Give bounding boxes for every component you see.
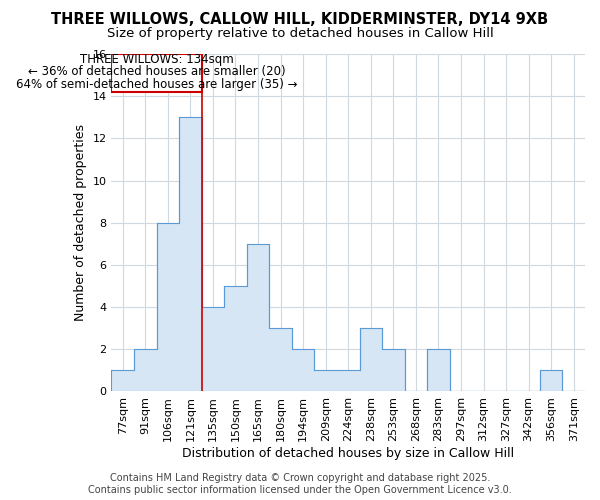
Y-axis label: Number of detached properties: Number of detached properties (74, 124, 87, 321)
Text: Contains HM Land Registry data © Crown copyright and database right 2025.
Contai: Contains HM Land Registry data © Crown c… (88, 474, 512, 495)
Text: 64% of semi-detached houses are larger (35) →: 64% of semi-detached houses are larger (… (16, 78, 298, 91)
Text: THREE WILLOWS: 134sqm: THREE WILLOWS: 134sqm (80, 52, 233, 66)
Text: ← 36% of detached houses are smaller (20): ← 36% of detached houses are smaller (20… (28, 65, 286, 78)
X-axis label: Distribution of detached houses by size in Callow Hill: Distribution of detached houses by size … (182, 447, 514, 460)
Bar (112, 54, 202, 92)
Text: THREE WILLOWS, CALLOW HILL, KIDDERMINSTER, DY14 9XB: THREE WILLOWS, CALLOW HILL, KIDDERMINSTE… (52, 12, 548, 28)
Text: Size of property relative to detached houses in Callow Hill: Size of property relative to detached ho… (107, 28, 493, 40)
